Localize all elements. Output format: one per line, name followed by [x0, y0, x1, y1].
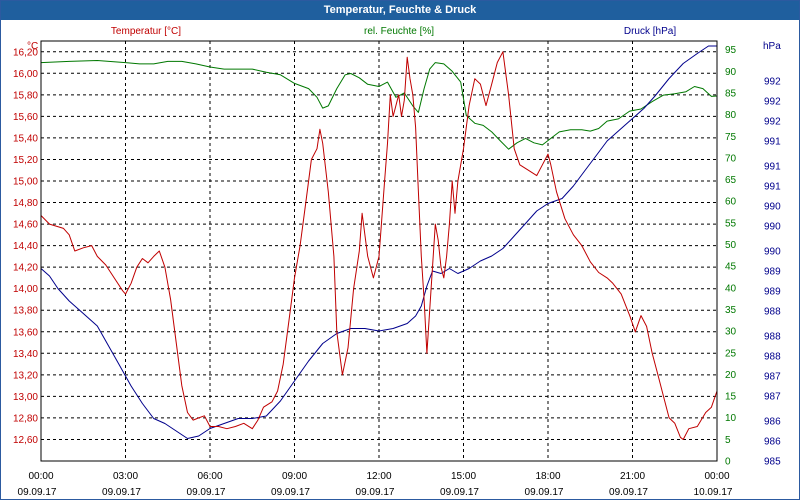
temperature-tick-label: 13,60 — [13, 327, 38, 338]
temperature-tick-label: 15,80 — [13, 90, 38, 101]
humidity-tick-label: 35 — [725, 305, 737, 316]
temperature-legend-label: Temperatur [°C] — [111, 26, 181, 37]
temperature-tick-label: 13,40 — [13, 349, 38, 360]
temperature-series-line — [40, 51, 718, 440]
x-tick-time-label: 15:00 — [451, 471, 476, 482]
pressure-legend-label: Druck [hPa] — [624, 26, 676, 37]
pressure-tick-label: 990 — [764, 202, 781, 213]
humidity-tick-label: 90 — [725, 67, 737, 78]
pressure-tick-label: 988 — [764, 332, 781, 343]
humidity-tick-label: 80 — [725, 110, 737, 121]
x-tick-time-label: 00:00 — [28, 471, 53, 482]
pressure-tick-label: 991 — [764, 137, 781, 148]
pressure-tick-label: 990 — [764, 247, 781, 258]
pressure-tick-label: 991 — [764, 162, 781, 173]
humidity-tick-label: 25 — [725, 348, 737, 359]
temperature-unit-label: °C — [27, 41, 38, 52]
x-tick-time-label: 18:00 — [535, 471, 560, 482]
x-tick-date-label: 09.09.17 — [271, 487, 310, 498]
plot-frame — [40, 40, 718, 462]
temperature-tick-label: 13,00 — [13, 392, 38, 403]
pressure-series-line — [40, 45, 717, 439]
pressure-tick-label: 989 — [764, 267, 781, 278]
x-tick-time-label: 00:00 — [704, 471, 729, 482]
x-tick-time-label: 12:00 — [366, 471, 391, 482]
temperature-tick-label: 15,20 — [13, 155, 38, 166]
temperature-tick-label: 12,60 — [13, 435, 38, 446]
humidity-tick-label: 65 — [725, 175, 737, 186]
humidity-tick-label: 95 — [725, 45, 737, 56]
temperature-tick-label: 15,40 — [13, 133, 38, 144]
humidity-tick-label: 15 — [725, 392, 737, 403]
x-tick-date-label: 09.09.17 — [18, 487, 57, 498]
x-tick-time-label: 03:00 — [113, 471, 138, 482]
temperature-tick-label: 15,00 — [13, 177, 38, 188]
window-title: Temperatur, Feuchte & Druck — [1, 1, 799, 20]
pressure-tick-label: 989 — [764, 287, 781, 298]
x-tick-time-label: 06:00 — [197, 471, 222, 482]
temperature-tick-label: 14,20 — [13, 263, 38, 274]
pressure-tick-label: 986 — [764, 437, 781, 448]
x-tick-date-label: 09.09.17 — [187, 487, 226, 498]
humidity-tick-label: 40 — [725, 283, 737, 294]
x-tick-date-label: 09.09.17 — [440, 487, 479, 498]
temperature-tick-label: 15,60 — [13, 112, 38, 123]
humidity-tick-label: 45 — [725, 262, 737, 273]
pressure-tick-label: 988 — [764, 307, 781, 318]
pressure-tick-label: 988 — [764, 352, 781, 363]
temperature-tick-label: 16,00 — [13, 69, 38, 80]
pressure-tick-label: 992 — [764, 117, 781, 128]
x-tick-time-label: 09:00 — [282, 471, 307, 482]
humidity-legend-label: rel. Feuchte [%] — [364, 26, 434, 37]
pressure-tick-label: 990 — [764, 222, 781, 233]
x-tick-time-label: 21:00 — [620, 471, 645, 482]
humidity-tick-label: 0 — [725, 457, 731, 468]
temperature-tick-label: 14,40 — [13, 241, 38, 252]
temperature-tick-label: 13,20 — [13, 370, 38, 381]
humidity-tick-label: 75 — [725, 132, 737, 143]
temperature-tick-label: 14,00 — [13, 284, 38, 295]
x-tick-date-label: 10.09.17 — [694, 487, 733, 498]
pressure-tick-label: 992 — [764, 77, 781, 88]
x-tick-date-label: 09.09.17 — [525, 487, 564, 498]
temperature-tick-label: 12,80 — [13, 413, 38, 424]
x-tick-date-label: 09.09.17 — [609, 487, 648, 498]
pressure-tick-label: 986 — [764, 417, 781, 428]
pressure-tick-label: 987 — [764, 372, 781, 383]
humidity-series-line — [40, 60, 718, 150]
temperature-tick-label: 14,80 — [13, 198, 38, 209]
humidity-tick-label: 50 — [725, 240, 737, 251]
temperature-tick-label: 16,20 — [13, 47, 38, 58]
x-tick-date-label: 09.09.17 — [102, 487, 141, 498]
humidity-tick-label: 55 — [725, 218, 737, 229]
pressure-unit-label: hPa — [763, 41, 781, 52]
pressure-tick-label: 985 — [764, 457, 781, 468]
pressure-tick-label: 991 — [764, 182, 781, 193]
humidity-tick-label: 5 — [725, 435, 731, 446]
humidity-tick-label: 20 — [725, 370, 737, 381]
pressure-tick-label: 987 — [764, 392, 781, 403]
x-tick-date-label: 09.09.17 — [356, 487, 395, 498]
humidity-tick-label: 85 — [725, 88, 737, 99]
temperature-tick-label: 13,80 — [13, 306, 38, 317]
temperature-tick-label: 14,60 — [13, 220, 38, 231]
humidity-tick-label: 10 — [725, 413, 737, 424]
humidity-tick-label: 60 — [725, 197, 737, 208]
humidity-tick-label: 70 — [725, 153, 737, 164]
humidity-tick-label: 30 — [725, 327, 737, 338]
pressure-tick-label: 992 — [764, 97, 781, 108]
